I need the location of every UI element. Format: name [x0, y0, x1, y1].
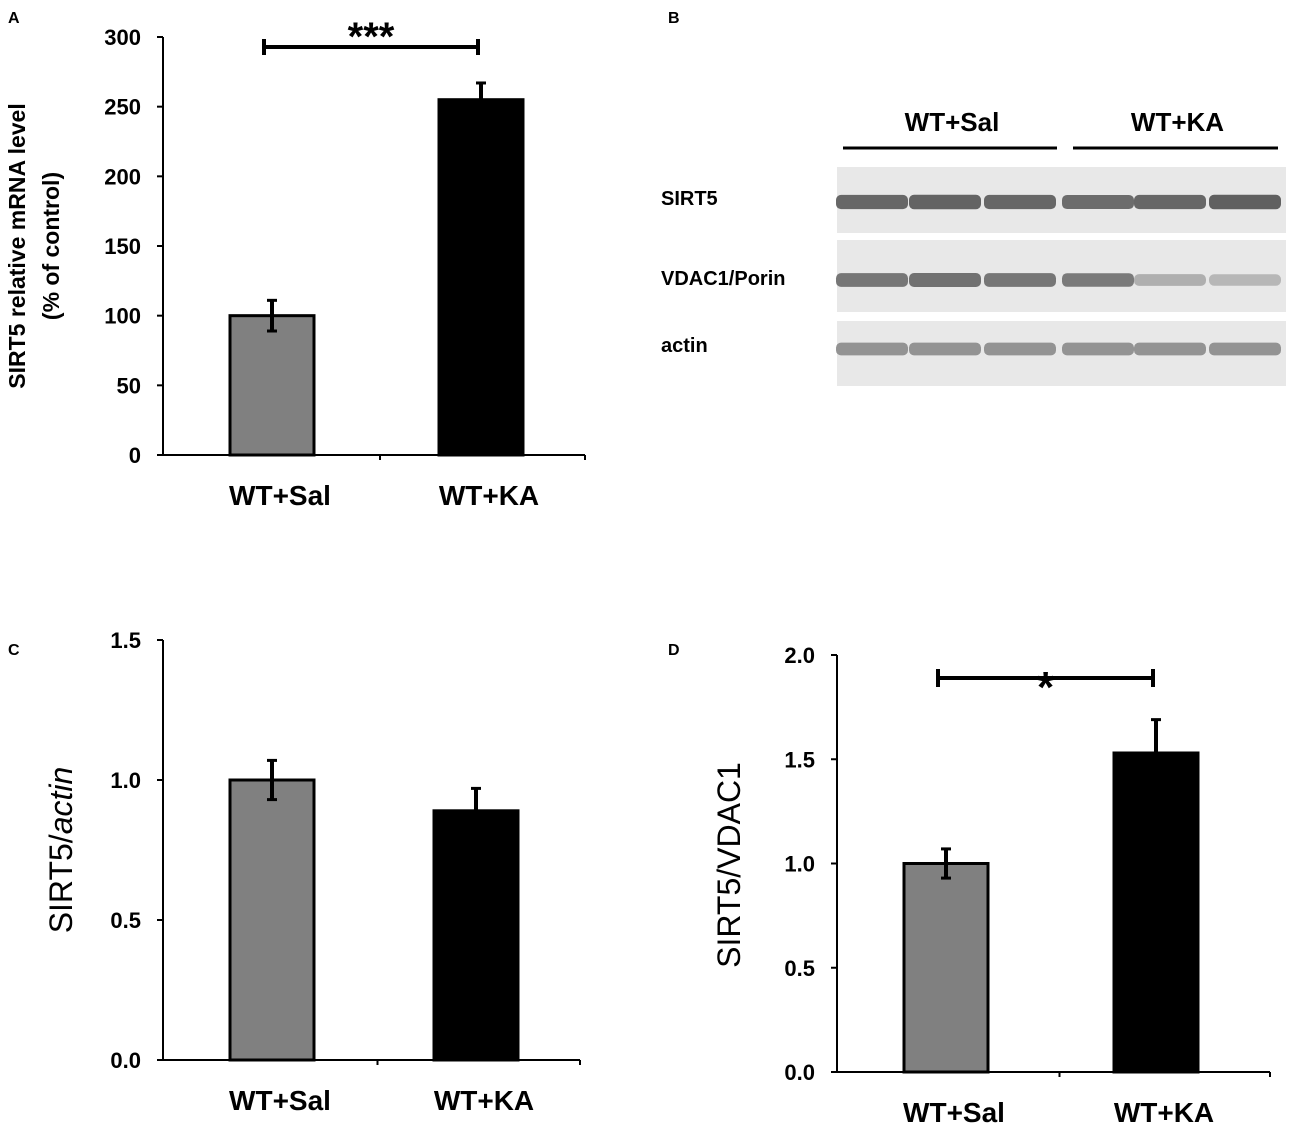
blot-band: [909, 273, 981, 287]
chart-panel-a: A 0 50 100 150 200 250 300 WT+Sal WT+KA SIRT5 rela…: [4, 10, 586, 511]
blot-band: [1134, 194, 1206, 210]
x-category-label: WT+Sal: [903, 1097, 1005, 1128]
blot-band: [1134, 342, 1206, 356]
blot-band: [1134, 274, 1206, 286]
blot-band: [909, 342, 981, 356]
panel-letter: B: [668, 10, 680, 27]
bar: [432, 809, 520, 1062]
y-tick-label: 150: [104, 234, 141, 259]
blot-row-actin: actin: [661, 321, 1286, 386]
y-tick-label: 2.0: [784, 643, 815, 668]
x-category-label: WT+Sal: [229, 1085, 331, 1116]
blot-band: [1209, 274, 1281, 286]
y-tick-label: 0: [129, 443, 141, 468]
chart-panel-c: C 0.0 0.5 1.0 1.5 WT+Sal WT+KA SIRT5/actin: [8, 628, 581, 1116]
y-tick-label: 100: [104, 304, 141, 329]
x-category-label: WT+KA: [439, 480, 539, 511]
blot-band: [909, 194, 981, 210]
blot-band: [1209, 342, 1281, 356]
y-axis-title: SIRT5/actin: [43, 767, 79, 934]
blot-band: [836, 194, 908, 210]
blot-group-label: WT+Sal: [905, 107, 1000, 137]
bar: [1112, 751, 1200, 1074]
significance-label: ***: [348, 15, 395, 59]
panel-letter: C: [8, 642, 20, 659]
blot-row-label: actin: [661, 335, 708, 357]
y-tick-label: 0.5: [110, 908, 141, 933]
blot-band: [984, 194, 1056, 210]
y-tick-label: 1.5: [110, 628, 141, 653]
bar: [437, 98, 525, 457]
blot-row-vdac1-porin: VDAC1/Porin: [661, 240, 1286, 312]
bar: [228, 314, 316, 457]
x-category-label: WT+KA: [1114, 1097, 1214, 1128]
blot-row-label: SIRT5: [661, 188, 718, 210]
blot-band: [836, 273, 908, 287]
y-tick-label: 0.0: [784, 1060, 815, 1085]
blot-row-label: VDAC1/Porin: [661, 268, 785, 290]
y-tick-label: 200: [104, 164, 141, 189]
blot-band: [836, 342, 908, 356]
bar: [902, 862, 990, 1074]
y-tick-label: 250: [104, 95, 141, 120]
chart-panel-d: D 0.0 0.5 1.0 1.5 2.0 WT+Sal WT+KA SIRT5/VDAC1 *: [668, 642, 1271, 1128]
y-axis-title-part: SIRT5/: [43, 834, 79, 933]
significance-label: *: [1037, 663, 1055, 712]
y-tick-label: 0.0: [110, 1048, 141, 1073]
x-category-label: WT+KA: [434, 1085, 534, 1116]
y-axis-title-line: (% of control): [38, 172, 64, 320]
panel-letter: A: [8, 10, 20, 27]
blot-panel-b: B WT+Sal WT+KA SIRT5 VDAC1/Porin actin: [661, 10, 1286, 386]
blot-band: [1209, 194, 1281, 210]
y-axis-title-text: SIRT5/VDAC1: [711, 762, 747, 968]
y-tick-label: 300: [104, 25, 141, 50]
bar: [228, 778, 316, 1062]
blot-band: [984, 273, 1056, 287]
y-axis-title: SIRT5 relative mRNA level (% of control): [4, 103, 64, 389]
blot-band: [1062, 342, 1134, 356]
y-axis-title: SIRT5/VDAC1: [711, 762, 747, 968]
y-axis-title-text: SIRT5/actin: [43, 767, 79, 934]
y-tick-label: 0.5: [784, 956, 815, 981]
y-tick-label: 1.5: [784, 747, 815, 772]
y-tick-label: 1.0: [784, 852, 815, 877]
y-tick-label: 50: [117, 373, 141, 398]
blot-group-label: WT+KA: [1131, 107, 1224, 137]
y-axis-title-italic: actin: [43, 767, 79, 835]
blot-band: [1062, 273, 1134, 287]
y-tick-label: 1.0: [110, 768, 141, 793]
blot-band: [1062, 194, 1134, 210]
panel-letter: D: [668, 642, 680, 659]
x-category-label: WT+Sal: [229, 480, 331, 511]
blot-band: [984, 342, 1056, 356]
y-axis-title-line: SIRT5 relative mRNA level: [4, 103, 30, 389]
blot-row-sirt5: SIRT5: [661, 167, 1286, 233]
